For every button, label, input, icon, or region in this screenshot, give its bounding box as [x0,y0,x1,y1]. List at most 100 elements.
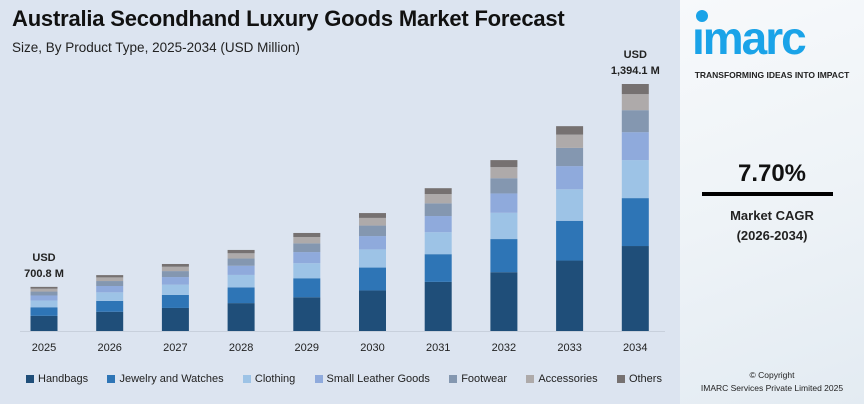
bar-segment-others [621,84,649,95]
bar-segment-accessories [359,217,386,226]
bar-segment-others [556,126,584,135]
legend-label: Clothing [254,373,296,385]
bar-segment-jewelry-and-watches [424,254,452,282]
bar-segment-accessories [424,194,452,204]
bar-segment-small-leather-goods [359,236,386,250]
side-panel: ımarc TRANSFORMING IDEAS INTO IMPACT 7.7… [680,0,864,404]
legend-swatch [242,375,251,383]
bar-segment-footwear [161,271,189,278]
brand-tagline: TRANSFORMING IDEAS INTO IMPACT [694,70,850,80]
stacked-bar-chart: 2025 2026 2027 2028 2029 2030 2031 2032 2033 2034… [20,49,665,354]
data-label-currency: USD [624,49,647,61]
bar-segment-jewelry-and-watches [293,278,321,298]
bar-segment-small-leather-goods [96,286,124,293]
legend-item: Jewelry and Watches [107,373,224,385]
bar-segment-others [227,249,255,254]
x-tick-label: 2033 [557,342,581,354]
bar-segment-clothing [621,160,649,199]
bar-segment-small-leather-goods [293,252,321,264]
legend-item: Accessories [526,373,598,385]
bar-segment-footwear [621,110,649,133]
legend-label: Jewelry and Watches [119,373,224,385]
bar-segment-footwear [490,178,518,194]
cagr-period: (2026-2034) [736,228,808,243]
bar-segment-clothing [161,284,189,295]
legend-item: Clothing [242,373,296,385]
bar-segment-small-leather-goods [490,193,518,213]
bar-segment-others [96,275,124,278]
chart-title: Australia Secondhand Luxury Goods Market… [12,6,565,31]
bar-segment-handbags [161,307,189,331]
bar-segment-handbags [359,290,386,331]
bar-segment-clothing [359,249,386,268]
bar-segment-clothing [424,232,452,255]
bar-segment-jewelry-and-watches [621,198,649,247]
imarc-logo: ımarc [692,10,808,64]
legend-label: Accessories [538,373,598,385]
bar-segment-others [293,232,321,237]
x-tick-label: 2029 [295,342,319,354]
legend-swatch [616,375,625,383]
svg-text:ımarc: ımarc [692,12,806,64]
x-tick-label: 2027 [163,342,187,354]
bar-segment-accessories [621,94,649,111]
legend-item: Footwear [449,373,507,385]
x-tick-label: 2030 [360,342,384,354]
bar-segment-clothing [556,189,584,221]
bar-segment-accessories [96,277,124,282]
bar-segment-small-leather-goods [556,166,584,190]
bar-segment-jewelry-and-watches [30,307,58,316]
divider [702,192,833,196]
bar-segment-clothing [490,212,518,240]
bar-segment-handbags [96,311,124,331]
legend-item: Others [616,373,662,385]
legend-item: Small Leather Goods [314,373,430,385]
bar-segment-handbags [424,281,452,331]
legend-swatch [526,375,535,383]
legend-label: Footwear [461,373,508,385]
legend-item: Handbags [26,373,88,385]
bar-segment-others [30,286,58,289]
bar-segment-handbags [621,246,649,331]
x-tick-label: 2031 [426,342,450,354]
bar-segment-footwear [30,291,58,296]
legend-label: Others [628,373,662,385]
cagr-label: Market CAGR (2026-2034) [680,206,864,246]
bar-segment-others [359,213,386,218]
copyright-line2: IMARC Services Private Limited 2025 [700,383,844,393]
cagr-label-text: Market CAGR [730,208,814,223]
bar-segment-jewelry-and-watches [161,294,189,308]
bar-segment-jewelry-and-watches [490,239,518,273]
bar-segment-handbags [556,260,584,331]
bar-segment-handbags [227,303,255,331]
bar-segment-small-leather-goods [621,132,649,161]
cagr-value: 7.70% [737,160,807,187]
bar-segment-small-leather-goods [424,216,452,233]
bar-segment-clothing [96,292,124,301]
bar-segment-handbags [490,272,518,331]
x-tick-label: 2034 [623,342,647,354]
bar-segment-others [424,188,452,195]
bar-segment-accessories [293,236,321,244]
x-tick-label: 2032 [492,342,516,354]
bar-segment-footwear [227,258,255,266]
bar-segment-footwear [556,147,584,167]
bar-segment-small-leather-goods [227,265,255,275]
copyright-line1: © Copyright [749,370,795,380]
data-label-currency: USD [32,252,55,264]
bar-segment-accessories [161,266,189,272]
data-label-total: 700.8 M [24,268,64,280]
legend-swatch [449,375,458,383]
legend: Handbags Jewelry and Watches Clothing Small… [26,373,662,385]
bar-segment-footwear [424,203,452,217]
legend-label: Small Leather Goods [326,373,430,385]
bar-segment-accessories [490,167,518,179]
bar-segment-accessories [227,253,255,259]
bar-segment-jewelry-and-watches [556,220,584,261]
bar-segment-accessories [556,134,584,148]
bar-segment-clothing [227,274,255,288]
bar-segment-footwear [96,281,124,287]
x-tick-label: 2028 [229,342,253,354]
bar-segment-jewelry-and-watches [96,300,124,312]
x-tick-label: 2026 [97,342,121,354]
